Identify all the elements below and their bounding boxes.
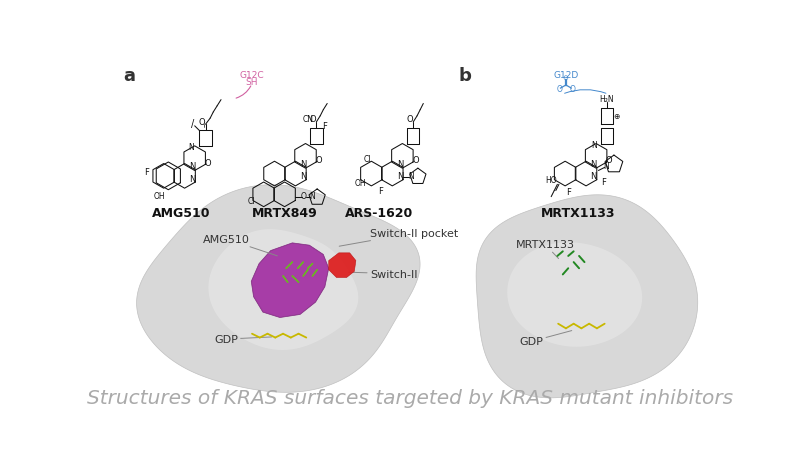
Text: O: O [204, 158, 211, 167]
Text: G12C: G12C [239, 70, 264, 79]
Text: Cl: Cl [248, 196, 255, 206]
Text: O: O [570, 84, 575, 93]
Text: CN: CN [303, 115, 314, 124]
Text: N: N [189, 143, 195, 152]
Text: Structures of KRAS surfaces targeted by KRAS mutant inhibitors: Structures of KRAS surfaces targeted by … [87, 388, 733, 407]
Polygon shape [252, 243, 328, 318]
Text: O: O [557, 84, 562, 93]
Text: N: N [309, 192, 315, 201]
Text: N: N [300, 160, 306, 168]
Text: O: O [199, 118, 205, 126]
Text: F: F [144, 168, 149, 176]
Text: Cl: Cl [364, 154, 371, 163]
Polygon shape [507, 243, 642, 347]
Text: H₂N: H₂N [600, 95, 614, 104]
Polygon shape [208, 230, 358, 350]
Text: O: O [413, 156, 419, 165]
Text: AMG510: AMG510 [152, 207, 211, 219]
Text: N: N [603, 162, 609, 171]
Text: MRTX1133: MRTX1133 [516, 240, 574, 259]
Text: O: O [300, 192, 306, 201]
Text: O: O [606, 156, 613, 165]
Text: OH: OH [355, 179, 366, 188]
Text: ⊕: ⊕ [613, 112, 619, 121]
Text: N: N [590, 172, 597, 181]
Text: F: F [378, 186, 383, 196]
Polygon shape [137, 185, 420, 392]
Text: N: N [396, 172, 403, 181]
Polygon shape [252, 245, 328, 317]
Text: O: O [309, 115, 316, 124]
Text: b: b [458, 67, 471, 84]
Text: Switch-II: Switch-II [348, 269, 417, 279]
Text: MRTX1133: MRTX1133 [541, 207, 615, 219]
Text: F: F [601, 177, 606, 186]
Text: O: O [316, 156, 322, 165]
Text: ⊖: ⊖ [562, 74, 568, 80]
Text: N: N [592, 140, 598, 150]
Text: O: O [406, 115, 413, 124]
Text: AMG510: AMG510 [203, 235, 277, 256]
Text: HO: HO [545, 176, 557, 185]
Text: Switch-II pocket: Switch-II pocket [340, 228, 458, 246]
Text: SH: SH [246, 78, 258, 87]
Text: ARS-1620: ARS-1620 [345, 207, 413, 219]
Text: N: N [189, 174, 195, 183]
Text: F: F [322, 121, 327, 130]
Text: OH: OH [153, 191, 165, 200]
Text: /: / [191, 119, 194, 129]
Text: N: N [189, 162, 195, 171]
Text: G12D: G12D [553, 70, 578, 79]
Polygon shape [328, 253, 356, 278]
Text: a: a [123, 67, 135, 84]
Text: GDP: GDP [519, 331, 572, 347]
Polygon shape [476, 196, 698, 398]
Text: GDP: GDP [214, 334, 272, 344]
Text: N: N [300, 172, 306, 181]
Text: N: N [396, 160, 403, 168]
Text: N: N [408, 171, 414, 180]
Text: F: F [566, 187, 571, 196]
Text: MRTX849: MRTX849 [252, 207, 317, 219]
Text: N: N [590, 160, 597, 168]
